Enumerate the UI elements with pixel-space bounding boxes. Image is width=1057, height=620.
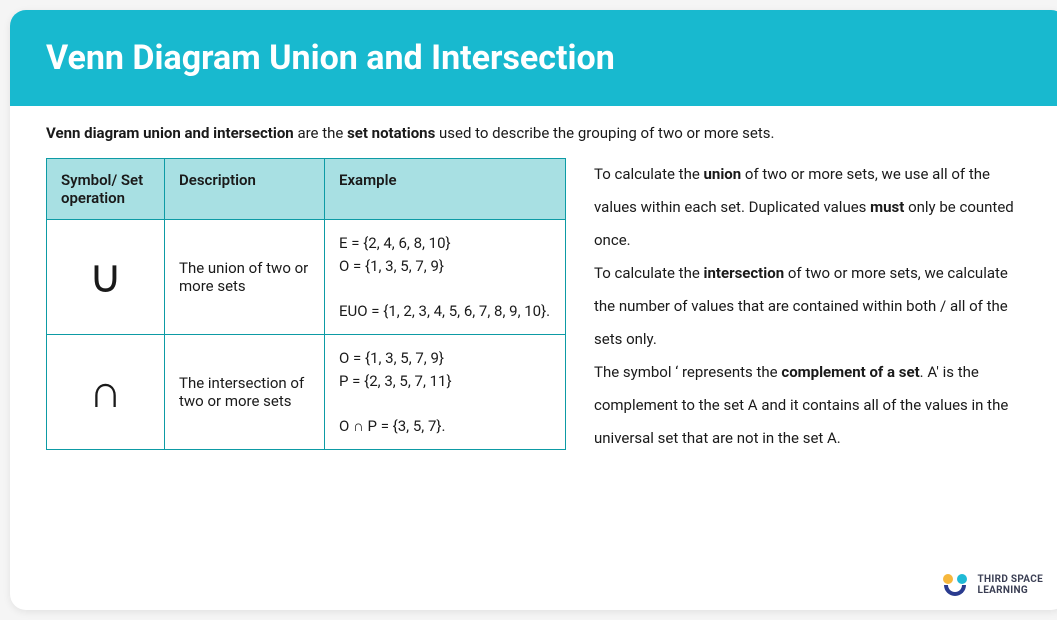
side-explanation: To calculate the union of two or more se… bbox=[594, 158, 1031, 590]
intro-text: Venn diagram union and intersection are … bbox=[46, 124, 1031, 142]
col-description: Description bbox=[165, 159, 325, 220]
side-p1-a: To calculate the bbox=[594, 165, 704, 183]
logo-text: THIRD SPACE LEARNING bbox=[978, 574, 1043, 596]
intro-bold-1: Venn diagram union and intersection bbox=[46, 124, 294, 142]
side-p1-bold1: union bbox=[704, 165, 742, 183]
side-p2-a: To calculate the bbox=[594, 264, 704, 282]
brand-logo: THIRD SPACE LEARNING bbox=[940, 574, 1043, 596]
content-row: Symbol/ Set operation Description Exampl… bbox=[46, 158, 1031, 590]
logo-line2: LEARNING bbox=[978, 585, 1043, 596]
intro-plain-2: used to describe the grouping of two or … bbox=[435, 124, 774, 142]
col-example: Example bbox=[325, 159, 566, 220]
side-p2-bold: intersection bbox=[704, 264, 785, 282]
side-p1-bold2: must bbox=[870, 198, 904, 216]
intro-bold-2: set notations bbox=[347, 124, 435, 142]
table-row: ∪ The union of two or more sets E = {2, … bbox=[47, 220, 566, 335]
col-symbol: Symbol/ Set operation bbox=[47, 159, 165, 220]
intro-plain-1: are the bbox=[294, 124, 347, 142]
logo-icon bbox=[940, 574, 970, 596]
union-symbol: ∪ bbox=[47, 220, 165, 335]
header-bar: Venn Diagram Union and Intersection bbox=[10, 10, 1057, 106]
union-example: E = {2, 4, 6, 8, 10} O = {1, 3, 5, 7, 9}… bbox=[325, 220, 566, 335]
intersection-symbol: ∩ bbox=[47, 335, 165, 450]
intersection-description: The intersection of two or more sets bbox=[165, 335, 325, 450]
intersection-example: O = {1, 3, 5, 7, 9} P = {2, 3, 5, 7, 11}… bbox=[325, 335, 566, 450]
table-header-row: Symbol/ Set operation Description Exampl… bbox=[47, 159, 566, 220]
logo-line1: THIRD SPACE bbox=[978, 574, 1043, 585]
side-p3-a: The symbol ‘ represents the bbox=[594, 363, 781, 381]
union-description: The union of two or more sets bbox=[165, 220, 325, 335]
table-row: ∩ The intersection of two or more sets O… bbox=[47, 335, 566, 450]
lesson-card: Venn Diagram Union and Intersection Venn… bbox=[10, 10, 1057, 610]
operations-table: Symbol/ Set operation Description Exampl… bbox=[46, 158, 566, 450]
operations-table-wrap: Symbol/ Set operation Description Exampl… bbox=[46, 158, 566, 590]
body-content: Venn diagram union and intersection are … bbox=[10, 106, 1057, 610]
side-p3-bold: complement of a set bbox=[781, 363, 919, 381]
page-title: Venn Diagram Union and Intersection bbox=[46, 38, 1031, 78]
